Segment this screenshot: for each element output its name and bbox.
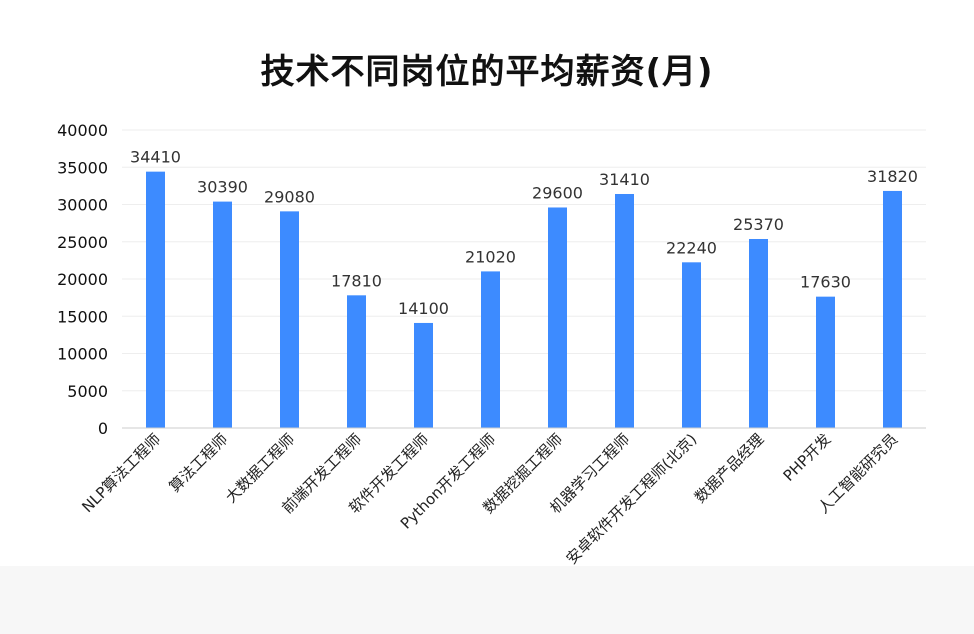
y-tick-label: 15000 <box>57 307 108 326</box>
data-label: 34410 <box>130 148 181 167</box>
y-tick-label: 25000 <box>57 233 108 252</box>
bar <box>280 211 299 428</box>
bar <box>347 295 366 428</box>
data-label: 30390 <box>197 178 248 197</box>
data-label: 25370 <box>733 215 784 234</box>
x-tick-label: 安卓软件开发工程师(北京) <box>563 430 701 568</box>
bar <box>414 322 433 428</box>
bar <box>615 193 634 428</box>
x-tick-label: PHP开发 <box>780 430 835 485</box>
data-label: 31410 <box>599 170 650 189</box>
data-label: 17810 <box>331 271 382 290</box>
y-tick-label: 10000 <box>57 345 108 364</box>
bar <box>883 190 902 428</box>
data-label: 29080 <box>264 187 315 206</box>
bar <box>481 271 500 428</box>
chart-title: 技术不同岗位的平均薪资(月) <box>260 52 714 92</box>
y-tick-label: 0 <box>98 419 108 438</box>
bar <box>816 296 835 428</box>
data-label: 14100 <box>398 299 449 318</box>
background-band <box>0 566 974 634</box>
bar <box>749 238 768 428</box>
data-label: 31820 <box>867 167 918 186</box>
y-tick-label: 5000 <box>67 382 108 401</box>
y-tick-label: 40000 <box>57 121 108 140</box>
bar <box>213 201 232 428</box>
x-tick-label: 算法工程师 <box>166 430 232 496</box>
y-tick-label: 20000 <box>57 270 108 289</box>
y-tick-label: 35000 <box>57 158 108 177</box>
x-tick-label: NLP算法工程师 <box>78 430 164 516</box>
x-tick-label: 数据产品经理 <box>691 430 767 506</box>
y-tick-label: 30000 <box>57 196 108 215</box>
bar <box>682 262 701 428</box>
data-label: 21020 <box>465 247 516 266</box>
bar <box>146 171 165 428</box>
bar <box>548 207 567 428</box>
data-label: 29600 <box>532 183 583 202</box>
data-label: 17630 <box>800 273 851 292</box>
data-label: 22240 <box>666 238 717 257</box>
